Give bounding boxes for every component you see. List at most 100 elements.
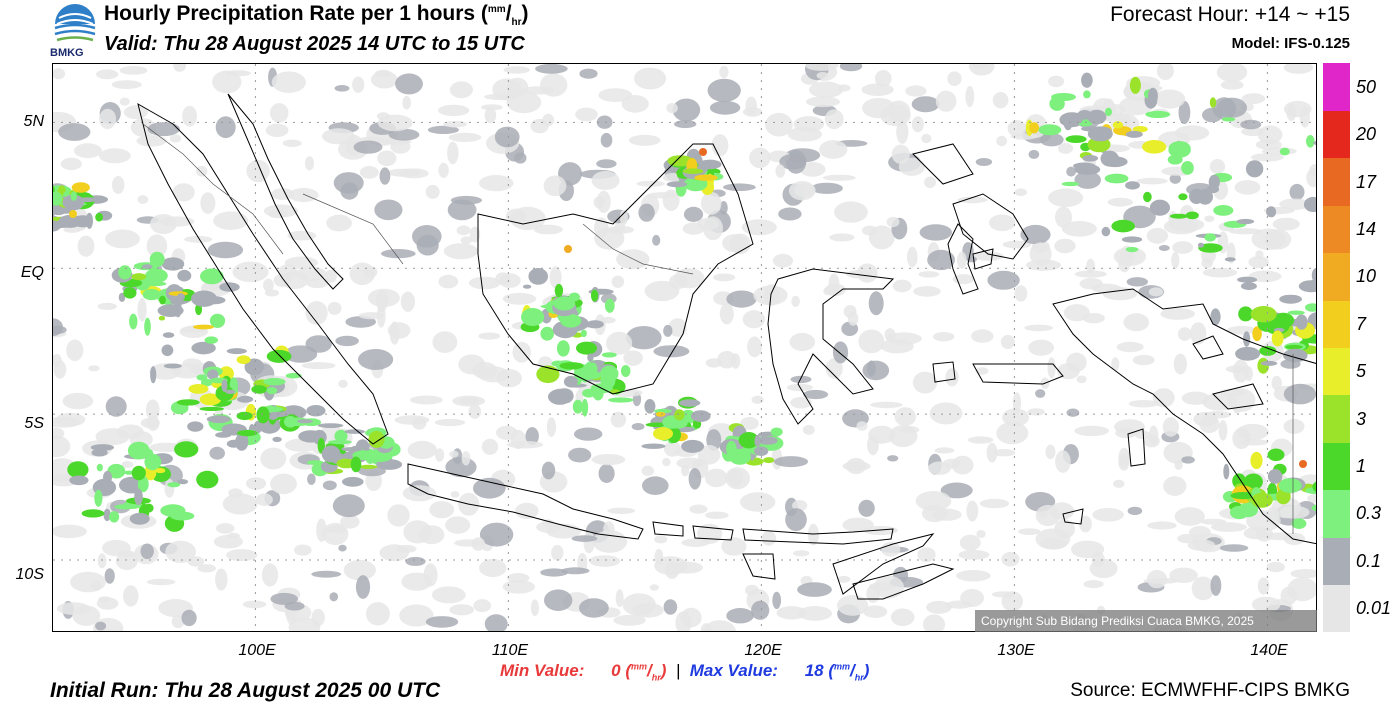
precip-blob <box>589 555 621 567</box>
precip-blob <box>294 544 312 556</box>
precip-blob <box>228 488 243 498</box>
precip-blob <box>1107 197 1134 207</box>
precip-blob <box>1244 366 1253 382</box>
precip-blob <box>666 103 678 114</box>
precip-blob <box>689 504 708 514</box>
precip-blob <box>115 551 138 571</box>
precip-blob <box>1283 383 1316 405</box>
precip-blob <box>631 423 645 431</box>
precip-blob <box>988 214 1016 232</box>
logo-text: BMKG <box>50 47 84 59</box>
precip-blob <box>334 85 350 92</box>
precip-blob <box>822 174 856 181</box>
precip-cell <box>1104 173 1129 184</box>
precip-blob <box>761 530 777 546</box>
precip-blob <box>123 585 139 607</box>
precip-blob <box>232 261 269 283</box>
precip-blob <box>335 335 359 347</box>
precip-blob <box>1123 313 1150 332</box>
precip-blob <box>571 535 598 542</box>
precip-blob <box>697 445 721 465</box>
precip-blob <box>74 143 102 159</box>
precip-blob <box>1146 227 1169 244</box>
precip-blob <box>1309 164 1316 177</box>
precip-blob <box>146 234 168 258</box>
precip-blob <box>96 69 119 80</box>
precip-cell <box>177 269 192 282</box>
precip-blob <box>388 128 420 141</box>
valid-time: Valid: Thu 28 August 2025 14 UTC to 15 U… <box>104 33 525 55</box>
precip-cell <box>155 467 166 474</box>
precip-cell <box>368 430 385 448</box>
precip-blob <box>340 514 360 529</box>
precip-cell <box>131 465 146 481</box>
precip-blob <box>222 493 258 515</box>
precip-blob <box>806 96 840 108</box>
precip-blob <box>1250 153 1284 162</box>
precip-blob <box>145 399 160 421</box>
precip-blob <box>789 332 816 352</box>
precip-blob <box>778 207 802 221</box>
precip-blob <box>1246 510 1281 532</box>
precip-cell <box>306 405 326 417</box>
precip-blob <box>287 230 317 241</box>
initial-run: Initial Run: Thu 28 August 2025 00 UTC <box>50 679 441 702</box>
precip-blob <box>324 269 337 283</box>
legend-tick-label: 0.1 <box>1356 550 1382 571</box>
precip-cell <box>548 389 572 405</box>
precip-blob <box>398 168 429 179</box>
precip-blob <box>719 303 734 325</box>
precip-blob <box>1048 75 1065 88</box>
precip-blob <box>358 312 384 320</box>
precip-blob <box>613 614 646 626</box>
precip-cell <box>653 427 673 441</box>
legend-swatch <box>1323 63 1350 111</box>
precip-cell <box>1272 312 1295 328</box>
precip-blob <box>449 604 475 616</box>
precip-cell <box>131 273 147 281</box>
precip-blob <box>1111 357 1120 371</box>
precip-blob <box>644 280 680 302</box>
precip-blob <box>682 222 705 235</box>
precip-cell <box>1029 122 1040 134</box>
precip-blob <box>379 544 410 562</box>
precip-blob <box>399 604 434 627</box>
precip-blob <box>591 454 626 466</box>
lat-label-eq: EQ <box>20 264 44 281</box>
precip-cell <box>738 432 759 449</box>
precip-cell <box>1267 469 1283 484</box>
precip-blob <box>1189 525 1211 539</box>
precip-cell <box>620 365 631 377</box>
precip-cell <box>572 399 584 414</box>
precip-blob <box>824 109 844 130</box>
light-precip-layer <box>53 64 1316 631</box>
precip-blob <box>911 116 924 133</box>
precip-blob <box>1204 215 1215 222</box>
forecast-hour: Forecast Hour: +14 ~ +15 <box>1110 3 1350 26</box>
precip-blob <box>282 139 302 147</box>
precip-cell <box>1305 303 1316 312</box>
precip-blob <box>1232 427 1251 450</box>
precip-cell <box>1178 193 1188 201</box>
precip-blob <box>484 614 508 631</box>
precip-cell <box>1260 360 1278 366</box>
precip-blob <box>675 611 692 631</box>
precip-blob <box>1217 97 1247 118</box>
precip-blob <box>169 134 182 143</box>
precip-blob <box>1287 577 1316 602</box>
precip-blob <box>673 268 705 289</box>
precip-blob <box>213 534 243 549</box>
precip-blob <box>1187 539 1216 551</box>
precip-blob <box>1248 256 1269 269</box>
precip-blob <box>1055 206 1072 228</box>
precip-cell <box>236 411 253 421</box>
precip-blob <box>1257 125 1283 145</box>
precip-blob <box>390 139 411 154</box>
precip-blob <box>77 235 95 257</box>
precip-cell <box>253 420 263 434</box>
precip-blob <box>703 620 736 631</box>
precip-cell <box>124 470 134 475</box>
precip-blob <box>912 371 938 394</box>
precip-cell <box>1082 155 1099 162</box>
precip-blob <box>945 368 959 387</box>
